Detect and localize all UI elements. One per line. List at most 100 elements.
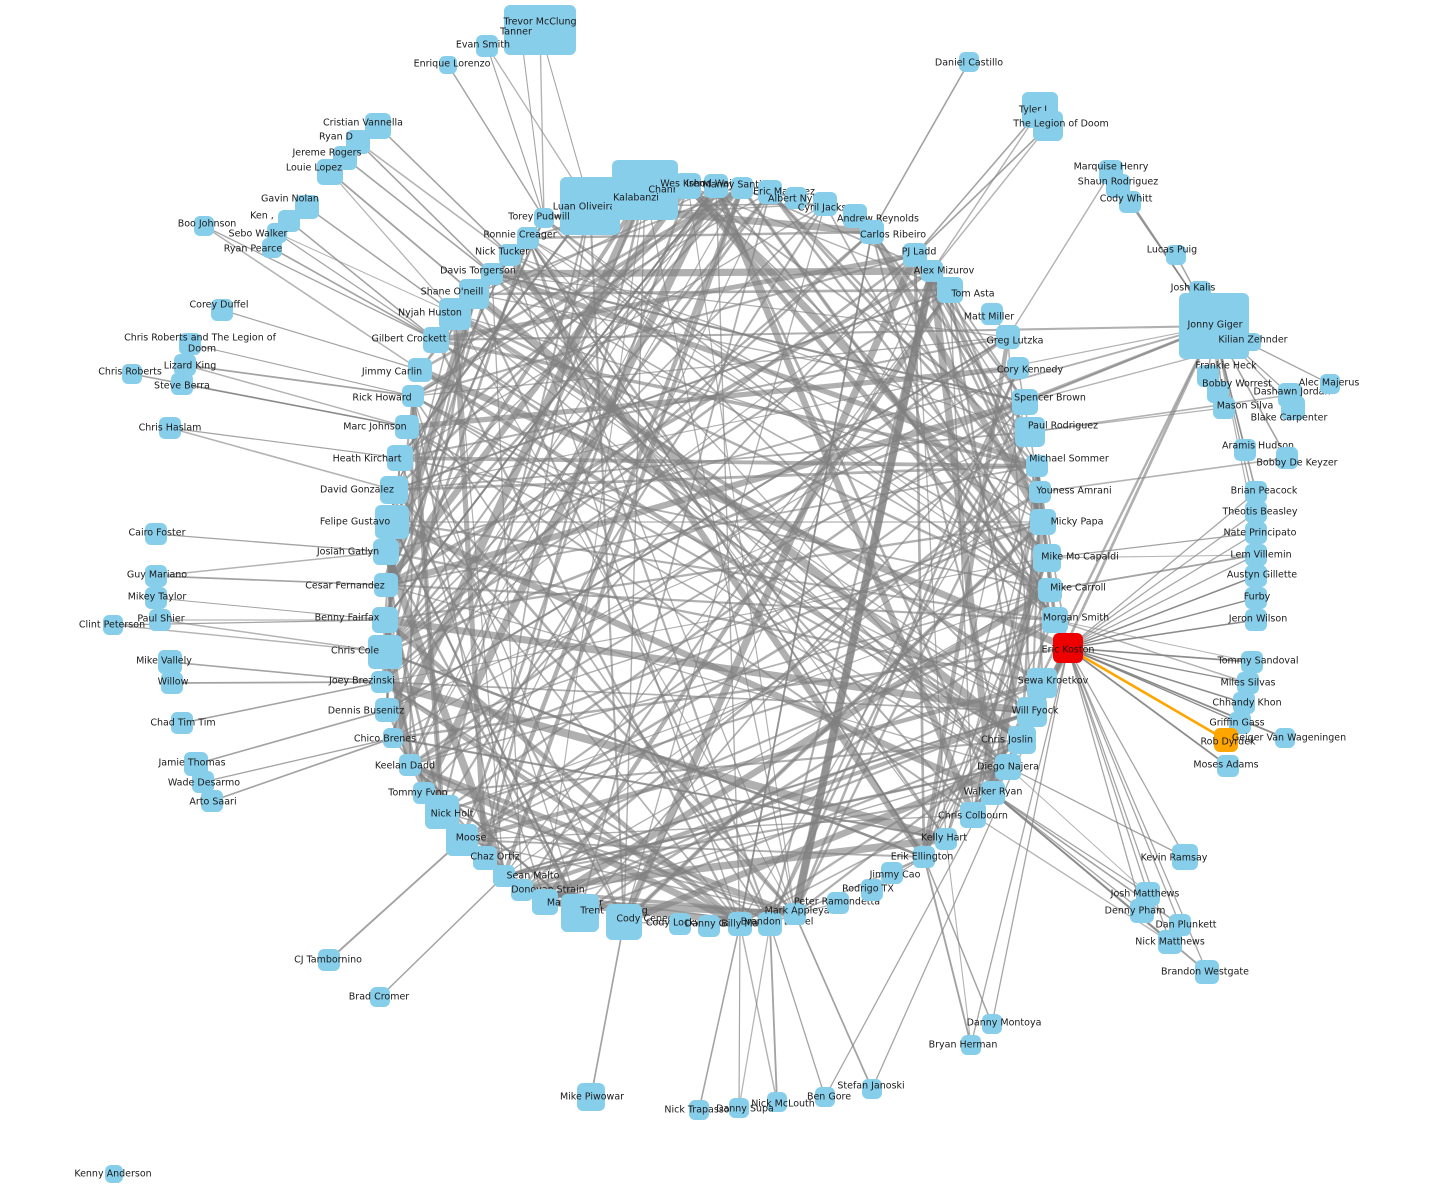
graph-node[interactable] xyxy=(1017,697,1047,727)
graph-node[interactable] xyxy=(399,754,421,776)
graph-node[interactable] xyxy=(1033,111,1063,141)
graph-node[interactable] xyxy=(862,1079,882,1099)
graph-node[interactable] xyxy=(961,1035,981,1055)
graph-node[interactable] xyxy=(380,476,408,504)
graph-node[interactable] xyxy=(1179,293,1249,359)
graph-node[interactable] xyxy=(145,523,167,545)
graph-node[interactable] xyxy=(689,1100,709,1120)
graph-node[interactable] xyxy=(935,828,957,850)
graph-node[interactable] xyxy=(375,698,399,722)
graph-node[interactable] xyxy=(149,609,171,631)
graph-node[interactable] xyxy=(1245,609,1267,631)
graph-node[interactable] xyxy=(669,913,691,935)
graph-node[interactable] xyxy=(439,56,457,74)
graph-node[interactable] xyxy=(1038,578,1062,602)
graph-node[interactable] xyxy=(758,180,782,204)
graph-node[interactable] xyxy=(532,889,558,915)
graph-node[interactable] xyxy=(1158,930,1182,954)
graph-node[interactable] xyxy=(913,846,935,868)
graph-node[interactable] xyxy=(981,781,1005,805)
graph-node[interactable] xyxy=(1166,245,1186,265)
graph-node[interactable] xyxy=(179,333,201,355)
graph-node[interactable] xyxy=(1241,651,1263,673)
graph-node[interactable] xyxy=(1012,389,1038,415)
graph-node[interactable] xyxy=(560,177,620,235)
graph-node[interactable] xyxy=(861,879,883,901)
graph-node[interactable] xyxy=(1214,728,1238,752)
graph-node[interactable] xyxy=(439,298,471,330)
graph-node[interactable] xyxy=(425,795,459,829)
graph-node[interactable] xyxy=(446,824,478,856)
graph-node[interactable] xyxy=(161,672,183,694)
graph-node[interactable] xyxy=(194,216,214,236)
graph-node[interactable] xyxy=(1007,357,1029,379)
graph-node[interactable] xyxy=(473,846,497,870)
graph-node[interactable] xyxy=(784,903,806,925)
graph-node[interactable] xyxy=(158,650,182,674)
graph-node[interactable] xyxy=(698,915,720,937)
graph-node[interactable] xyxy=(1053,633,1083,663)
graph-node[interactable] xyxy=(1237,672,1259,694)
graph-node[interactable] xyxy=(561,894,599,932)
graph-node[interactable] xyxy=(1015,417,1045,447)
graph-node[interactable] xyxy=(1026,455,1048,477)
graph-node[interactable] xyxy=(728,912,752,936)
graph-node[interactable] xyxy=(423,327,449,353)
graph-node[interactable] xyxy=(881,862,903,884)
graph-node[interactable] xyxy=(174,354,196,376)
graph-node[interactable] xyxy=(387,445,413,471)
graph-node[interactable] xyxy=(1217,755,1239,777)
graph-node[interactable] xyxy=(476,35,498,57)
graph-node[interactable] xyxy=(373,539,399,565)
graph-node[interactable] xyxy=(1245,501,1267,523)
graph-node[interactable] xyxy=(1033,544,1061,572)
graph-node[interactable] xyxy=(368,635,402,669)
graph-node[interactable] xyxy=(1243,333,1261,351)
graph-node[interactable] xyxy=(1030,509,1056,535)
graph-node[interactable] xyxy=(145,587,167,609)
graph-node[interactable] xyxy=(105,1165,123,1183)
graph-node[interactable] xyxy=(1245,544,1267,566)
graph-node[interactable] xyxy=(171,712,193,734)
graph-node[interactable] xyxy=(815,1087,835,1107)
graph-node[interactable] xyxy=(1042,607,1068,633)
graph-node[interactable] xyxy=(1029,481,1051,503)
graph-node[interactable] xyxy=(704,174,728,198)
graph-node[interactable] xyxy=(1245,587,1267,609)
graph-node[interactable] xyxy=(1172,844,1198,870)
graph-node[interactable] xyxy=(1234,439,1256,461)
graph-node[interactable] xyxy=(1281,396,1305,420)
graph-node[interactable] xyxy=(1233,692,1255,714)
graph-node[interactable] xyxy=(731,177,753,199)
graph-node[interactable] xyxy=(813,192,837,216)
graph-node[interactable] xyxy=(937,277,963,303)
graph-node[interactable] xyxy=(318,949,340,971)
graph-node[interactable] xyxy=(1195,960,1219,984)
graph-node[interactable] xyxy=(402,385,424,407)
graph-node[interactable] xyxy=(606,904,642,940)
graph-node[interactable] xyxy=(981,303,1003,325)
graph-node[interactable] xyxy=(499,244,521,266)
graph-node[interactable] xyxy=(383,728,403,748)
graph-node[interactable] xyxy=(577,1083,605,1111)
graph-node[interactable] xyxy=(959,52,979,72)
graph-node[interactable] xyxy=(317,159,343,185)
graph-node[interactable] xyxy=(509,29,535,55)
graph-node[interactable] xyxy=(1027,668,1057,698)
graph-node[interactable] xyxy=(767,1092,787,1112)
graph-node[interactable] xyxy=(534,208,554,228)
graph-node[interactable] xyxy=(982,1014,1002,1034)
graph-node[interactable] xyxy=(827,892,849,914)
graph-node[interactable] xyxy=(1245,565,1267,587)
graph-node[interactable] xyxy=(211,299,233,321)
graph-node[interactable] xyxy=(1008,726,1036,754)
graph-node[interactable] xyxy=(785,187,807,209)
graph-node[interactable] xyxy=(371,671,393,693)
graph-node[interactable] xyxy=(860,220,884,244)
graph-node[interactable] xyxy=(493,865,515,887)
graph-node[interactable] xyxy=(1213,397,1235,419)
graph-node[interactable] xyxy=(372,607,398,633)
graph-node[interactable] xyxy=(103,615,123,635)
graph-node[interactable] xyxy=(996,325,1020,349)
graph-node[interactable] xyxy=(960,802,986,828)
